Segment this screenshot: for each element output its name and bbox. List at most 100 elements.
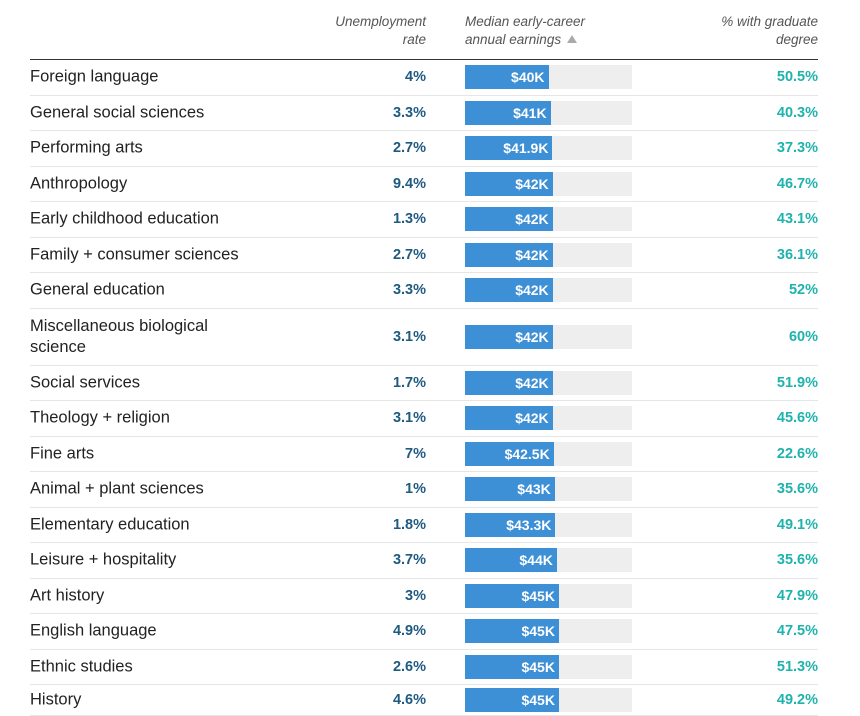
sort-ascending-icon[interactable] xyxy=(567,35,578,43)
unemployment-rate: 3.7% xyxy=(392,552,426,569)
table-row: Performing arts 2.7% $41.9K 37.3% xyxy=(30,131,818,167)
table-row: Miscellaneous biological science 3.1% $42K… xyxy=(30,309,818,366)
earnings-label: $42K xyxy=(515,282,549,299)
graduate-degree-percent: 60% xyxy=(788,328,818,345)
earnings-label: $40K xyxy=(511,69,545,86)
earnings-bar: $42K xyxy=(465,278,553,303)
earnings-bar-track: $40K xyxy=(465,65,632,90)
earnings-label: $45K xyxy=(521,658,555,675)
earnings-bar-track: $42K xyxy=(465,278,632,303)
major-name: Animal + plant sciences xyxy=(30,479,204,498)
unemployment-rate: 3.3% xyxy=(392,104,426,121)
graduate-degree-percent: 47.5% xyxy=(776,623,818,640)
header-graduate[interactable]: % with graduate degree xyxy=(721,14,818,47)
major-name: Ethnic studies xyxy=(30,657,133,676)
earnings-bar: $44K xyxy=(465,548,557,573)
table-row: History 4.6% $45K 49.2% xyxy=(30,685,818,716)
major-name: General social sciences xyxy=(30,103,205,122)
graduate-degree-percent: 45.6% xyxy=(776,410,818,427)
earnings-bar: $43K xyxy=(465,477,555,502)
earnings-bar-track: $42K xyxy=(465,370,632,395)
earnings-bar: $42K xyxy=(465,171,553,196)
earnings-bar-track: $45K xyxy=(465,619,632,644)
earnings-bar-track: $41.9K xyxy=(465,136,632,161)
unemployment-rate: 1% xyxy=(405,481,426,498)
earnings-bar-track: $42K xyxy=(465,207,632,232)
table-row: Anthropology 9.4% $42K 46.7% xyxy=(30,167,818,202)
earnings-bar-track: $42K xyxy=(465,406,632,431)
earnings-label: $42K xyxy=(515,175,549,192)
unemployment-rate: 2.7% xyxy=(392,140,426,157)
table-row: Social services 1.7% $42K 51.9% xyxy=(30,366,818,401)
major-name: Social services xyxy=(30,373,141,392)
major-name: Performing arts xyxy=(30,138,143,157)
earnings-bar-track: $41K xyxy=(465,100,632,125)
table-row: Elementary education 1.8% $43.3K 49.1% xyxy=(30,508,818,543)
unemployment-rate: 1.7% xyxy=(392,374,426,391)
earnings-label: $43K xyxy=(517,481,551,498)
earnings-label: $45K xyxy=(521,623,555,640)
earnings-bar-track: $43.3K xyxy=(465,512,632,537)
major-name: Art history xyxy=(30,586,105,605)
table-body: Foreign language 4% $40K 50.5% General socia… xyxy=(30,60,818,716)
earnings-bar: $42K xyxy=(465,324,553,349)
graduate-degree-percent: 37.3% xyxy=(776,140,818,157)
header-unemployment[interactable]: Unemployment rate xyxy=(335,14,426,47)
graduate-degree-percent: 51.3% xyxy=(776,658,818,675)
major-name: General education xyxy=(30,280,165,299)
earnings-label: $44K xyxy=(519,552,553,569)
table-row: Ethnic studies 2.6% $45K 51.3% xyxy=(30,650,818,685)
table-row: Theology + religion 3.1% $42K 45.6% xyxy=(30,401,818,437)
table-row: General education 3.3% $42K 52% xyxy=(30,273,818,309)
earnings-bar: $41K xyxy=(465,100,551,125)
earnings-label: $42K xyxy=(515,246,549,263)
major-name: Miscellaneous biological science xyxy=(30,316,208,356)
major-name: Foreign language xyxy=(30,67,159,86)
earnings-bar-track: $44K xyxy=(465,548,632,573)
unemployment-rate: 3% xyxy=(405,587,426,604)
table-row: Family + consumer sciences 2.7% $42K 36.1% xyxy=(30,238,818,273)
table-row: Fine arts 7% $42.5K 22.6% xyxy=(30,437,818,472)
table-row: Art history 3% $45K 47.9% xyxy=(30,579,818,614)
earnings-bar-track: $42K xyxy=(465,171,632,196)
major-name: Elementary education xyxy=(30,515,190,534)
earnings-bar-track: $45K xyxy=(465,583,632,608)
graduate-degree-percent: 35.6% xyxy=(776,552,818,569)
header-earnings[interactable]: Median early-career annual earnings xyxy=(465,14,586,47)
earnings-bar: $42K xyxy=(465,370,553,395)
unemployment-rate: 7% xyxy=(405,445,426,462)
earnings-bar: $45K xyxy=(465,654,559,679)
earnings-label: $42.5K xyxy=(504,445,550,462)
table-header: Unemployment rate Median early-career annu… xyxy=(30,0,818,60)
graduate-degree-percent: 52% xyxy=(788,282,818,299)
unemployment-rate: 2.7% xyxy=(392,246,426,263)
unemployment-rate: 4.6% xyxy=(392,692,426,708)
major-name: Early childhood education xyxy=(30,209,219,228)
major-name: History xyxy=(30,690,82,709)
earnings-label: $41K xyxy=(513,104,547,121)
graduate-degree-percent: 51.9% xyxy=(776,374,818,391)
unemployment-rate: 1.8% xyxy=(392,516,426,533)
table-row: General social sciences 3.3% $41K 40.3% xyxy=(30,96,818,131)
unemployment-rate: 3.3% xyxy=(392,282,426,299)
earnings-bar: $43.3K xyxy=(465,512,556,537)
earnings-bar-track: $43K xyxy=(465,477,632,502)
earnings-bar-track: $42.5K xyxy=(465,441,632,466)
unemployment-rate: 9.4% xyxy=(392,175,426,192)
earnings-label: $45K xyxy=(521,587,555,604)
earnings-bar: $42K xyxy=(465,406,553,431)
unemployment-rate: 4% xyxy=(405,69,426,86)
earnings-label: $42K xyxy=(515,211,549,228)
major-name: English language xyxy=(30,621,157,640)
earnings-bar: $42K xyxy=(465,207,553,232)
unemployment-rate: 3.1% xyxy=(392,410,426,427)
graduate-degree-percent: 40.3% xyxy=(776,104,818,121)
major-name: Leisure + hospitality xyxy=(30,550,177,569)
unemployment-rate: 2.6% xyxy=(392,658,426,675)
majors-table: Unemployment rate Median early-career annu… xyxy=(30,0,818,716)
earnings-label: $42K xyxy=(515,328,549,345)
graduate-degree-percent: 50.5% xyxy=(776,69,818,86)
major-name: Family + consumer sciences xyxy=(30,245,239,264)
major-name: Anthropology xyxy=(30,174,128,193)
table-row: Foreign language 4% $40K 50.5% xyxy=(30,60,818,96)
